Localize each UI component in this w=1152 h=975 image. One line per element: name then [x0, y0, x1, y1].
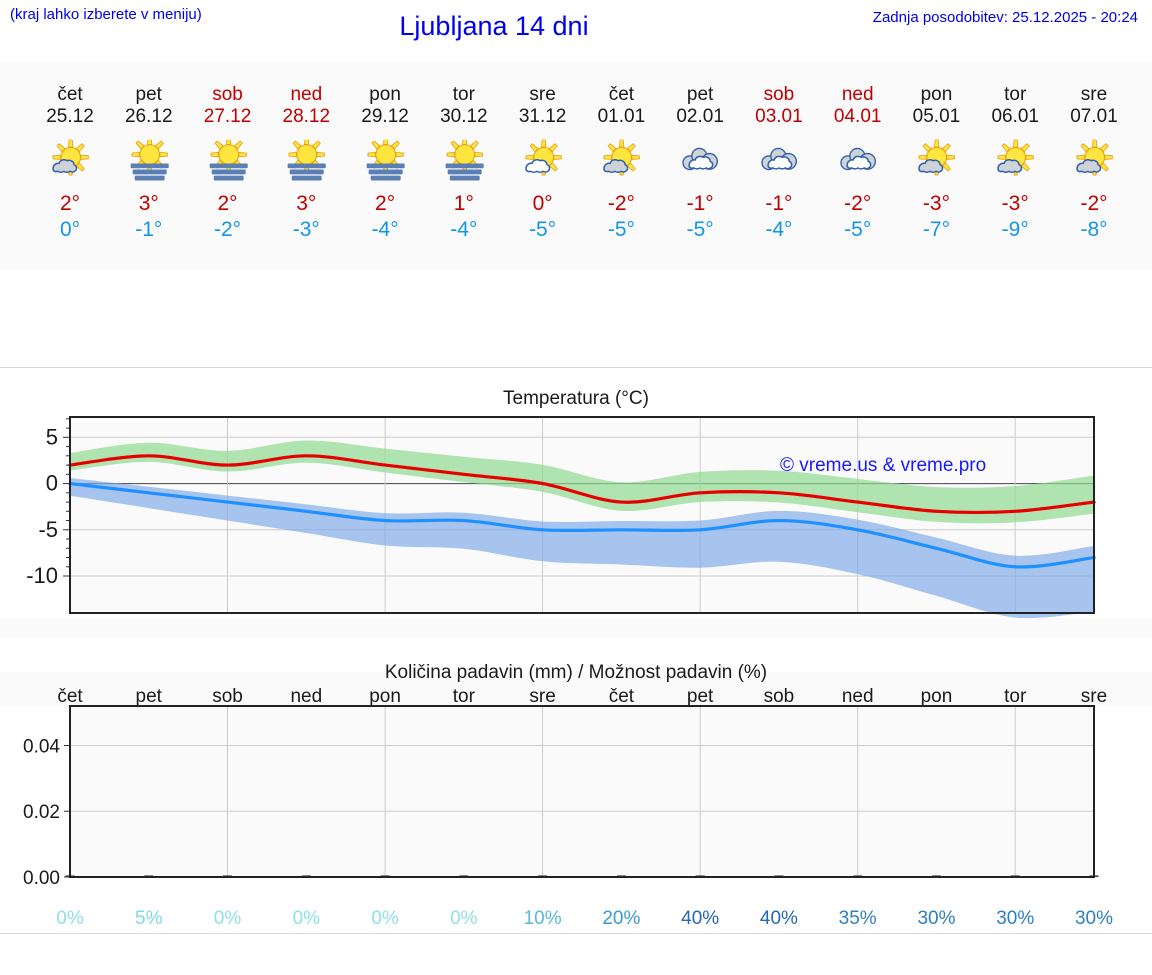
svg-text:0: 0	[46, 471, 58, 496]
svg-text:0.02: 0.02	[23, 802, 60, 823]
svg-text:0.04: 0.04	[23, 737, 60, 758]
svg-text:© vreme.us & vreme.pro: © vreme.us & vreme.pro	[780, 455, 986, 476]
svg-text:-5: -5	[38, 517, 58, 542]
svg-text:0.00: 0.00	[23, 868, 60, 889]
svg-text:-10: -10	[26, 563, 58, 588]
svg-text:5: 5	[46, 424, 58, 449]
